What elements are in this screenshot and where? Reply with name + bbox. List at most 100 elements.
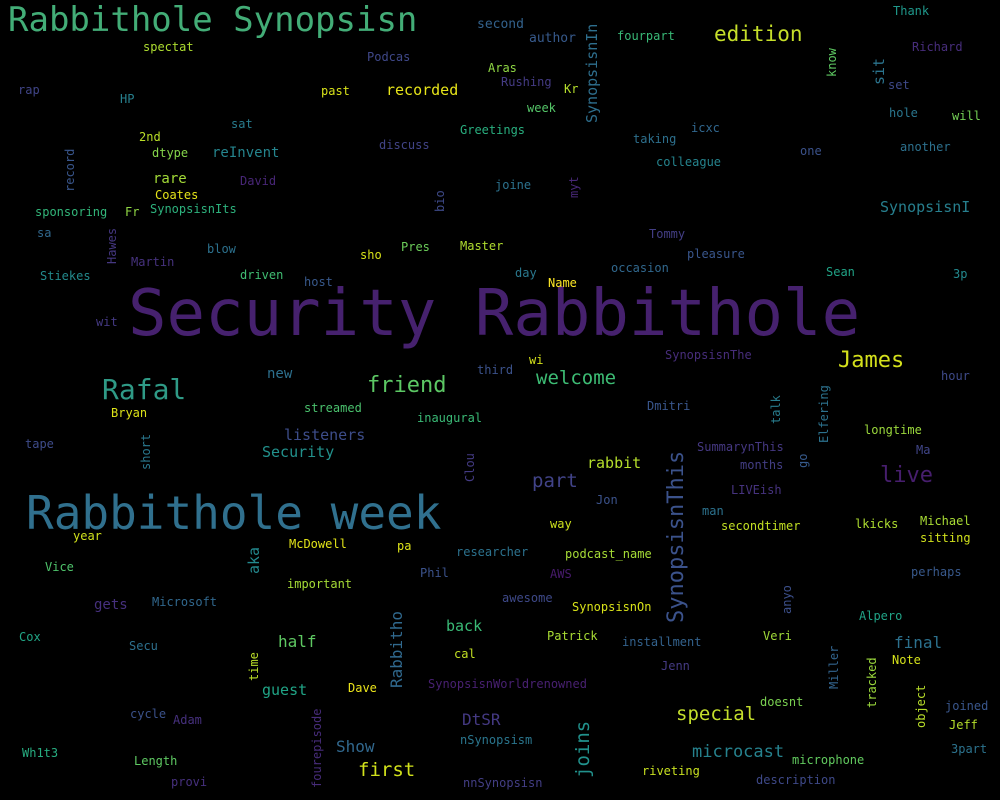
word-dtype: dtype — [152, 146, 189, 160]
word-hawes: Hawes — [105, 227, 119, 264]
word-will: will — [952, 109, 981, 123]
word-nsynopsism: nSynopsism — [460, 733, 533, 747]
word-podcast-name: podcast_name — [565, 547, 652, 561]
word-rabbithole-synopsisn: Rabbithole Synopsisn — [8, 0, 418, 40]
word-joined: joined — [945, 699, 989, 713]
word-host: host — [304, 275, 333, 289]
word-dtsr: DtSR — [462, 710, 501, 729]
word-time: time — [247, 652, 261, 681]
word-adam: Adam — [173, 713, 202, 727]
word-gets: gets — [94, 597, 128, 613]
word-patrick: Patrick — [547, 629, 598, 643]
word-tape: tape — [25, 437, 54, 451]
word-synopsisni: SynopsisnI — [880, 198, 971, 216]
word-months: months — [740, 458, 784, 472]
word-security-rabbithole: Security Rabbithole — [128, 277, 861, 351]
word-vice: Vice — [45, 560, 74, 574]
word-sit: sit — [870, 57, 888, 85]
word-note: Note — [892, 653, 921, 667]
word-cal: cal — [454, 647, 476, 661]
word-synopsisnthe: SynopsisnThe — [665, 348, 752, 362]
word-doesnt: doesnt — [760, 695, 804, 709]
word-rabbitho: Rabbitho — [387, 610, 406, 688]
word-synopsisnin: SynopsisnIn — [583, 23, 601, 123]
word-hour: hour — [941, 369, 970, 383]
word-phil: Phil — [420, 566, 449, 580]
word-david: David — [240, 174, 277, 188]
word-liveish: LIVEish — [731, 483, 782, 497]
word-rafal: Rafal — [102, 373, 187, 406]
word-hole: hole — [889, 106, 918, 120]
word-lkicks: lkicks — [855, 517, 899, 531]
word-researcher: researcher — [456, 545, 529, 559]
word-security: Security — [262, 443, 335, 461]
word-half: half — [278, 632, 317, 651]
word-microcast: microcast — [692, 742, 785, 762]
word-mcdowell: McDowell — [289, 537, 347, 551]
word-stiekes: Stiekes — [40, 269, 91, 283]
word-james: James — [838, 348, 905, 373]
word-wh1t3: Wh1t3 — [22, 746, 59, 760]
word-cox: Cox — [19, 630, 41, 644]
word-aws: AWS — [550, 567, 572, 581]
word-awesome: awesome — [502, 591, 553, 605]
word-thank: Thank — [893, 4, 930, 18]
word-rabbithole-week: Rabbithole week — [26, 486, 442, 540]
word-richard: Richard — [912, 40, 963, 54]
word-recorded: recorded — [386, 81, 459, 99]
word-aka: aka — [245, 546, 263, 574]
word-wit: wit — [96, 315, 118, 329]
word-listeners: listeners — [284, 426, 366, 444]
word-tommy: Tommy — [649, 227, 686, 241]
word-driven: driven — [240, 268, 284, 282]
word-secu: Secu — [129, 639, 158, 653]
word-anyo: anyo — [780, 585, 794, 614]
word-year: year — [73, 529, 102, 543]
word-welcome: welcome — [536, 367, 617, 389]
word-3part: 3part — [951, 742, 988, 756]
word-bryan: Bryan — [111, 406, 148, 420]
word-name: Name — [548, 276, 577, 290]
word-dave: Dave — [348, 681, 377, 695]
word-3p: 3p — [953, 267, 968, 281]
word-sat: sat — [231, 117, 253, 131]
word-wi: wi — [529, 353, 544, 367]
word-microsoft: Microsoft — [152, 595, 218, 609]
word-sitting: sitting — [920, 531, 971, 545]
word-important: important — [287, 577, 353, 591]
word-live: live — [880, 463, 933, 488]
word-second: second — [477, 17, 524, 32]
word-jenn: Jenn — [661, 659, 690, 673]
word-edition: edition — [714, 22, 803, 46]
word-joine: joine — [495, 178, 532, 192]
word-object: object — [914, 684, 928, 728]
word-first: first — [358, 759, 416, 781]
word-microphone: microphone — [792, 753, 865, 767]
word-tracked: tracked — [865, 657, 879, 708]
word-special: special — [676, 703, 757, 725]
word-fourpart: fourpart — [617, 29, 675, 43]
word-icxc: icxc — [691, 121, 720, 135]
word-reinvent: reInvent — [212, 145, 280, 161]
word-synopsisnon: SynopsisnOn — [572, 600, 652, 614]
word-set: set — [888, 78, 910, 92]
word-veri: Veri — [763, 629, 792, 643]
word-talk: talk — [769, 395, 783, 424]
word-record: record — [63, 148, 77, 192]
word-alpero: Alpero — [859, 609, 903, 623]
word-riveting: riveting — [642, 764, 700, 778]
word-final: final — [894, 633, 943, 652]
word-guest: guest — [262, 681, 308, 699]
word-rushing: Rushing — [501, 75, 552, 89]
word-sho: sho — [360, 248, 382, 262]
word-fourepisode: fourepisode — [310, 708, 324, 788]
word-kr: Kr — [564, 82, 579, 96]
word-greetings: Greetings — [460, 123, 526, 137]
word-synopsisnworldrenowned: SynopsisnWorldrenowned — [428, 677, 587, 691]
word-myt: myt — [567, 176, 581, 198]
word-nnsynopsisn: nnSynopsisn — [463, 776, 543, 790]
word-past: past — [321, 84, 350, 98]
word-week: week — [527, 101, 556, 115]
word-synopsisnthis: SynopsisnThis — [664, 450, 689, 623]
